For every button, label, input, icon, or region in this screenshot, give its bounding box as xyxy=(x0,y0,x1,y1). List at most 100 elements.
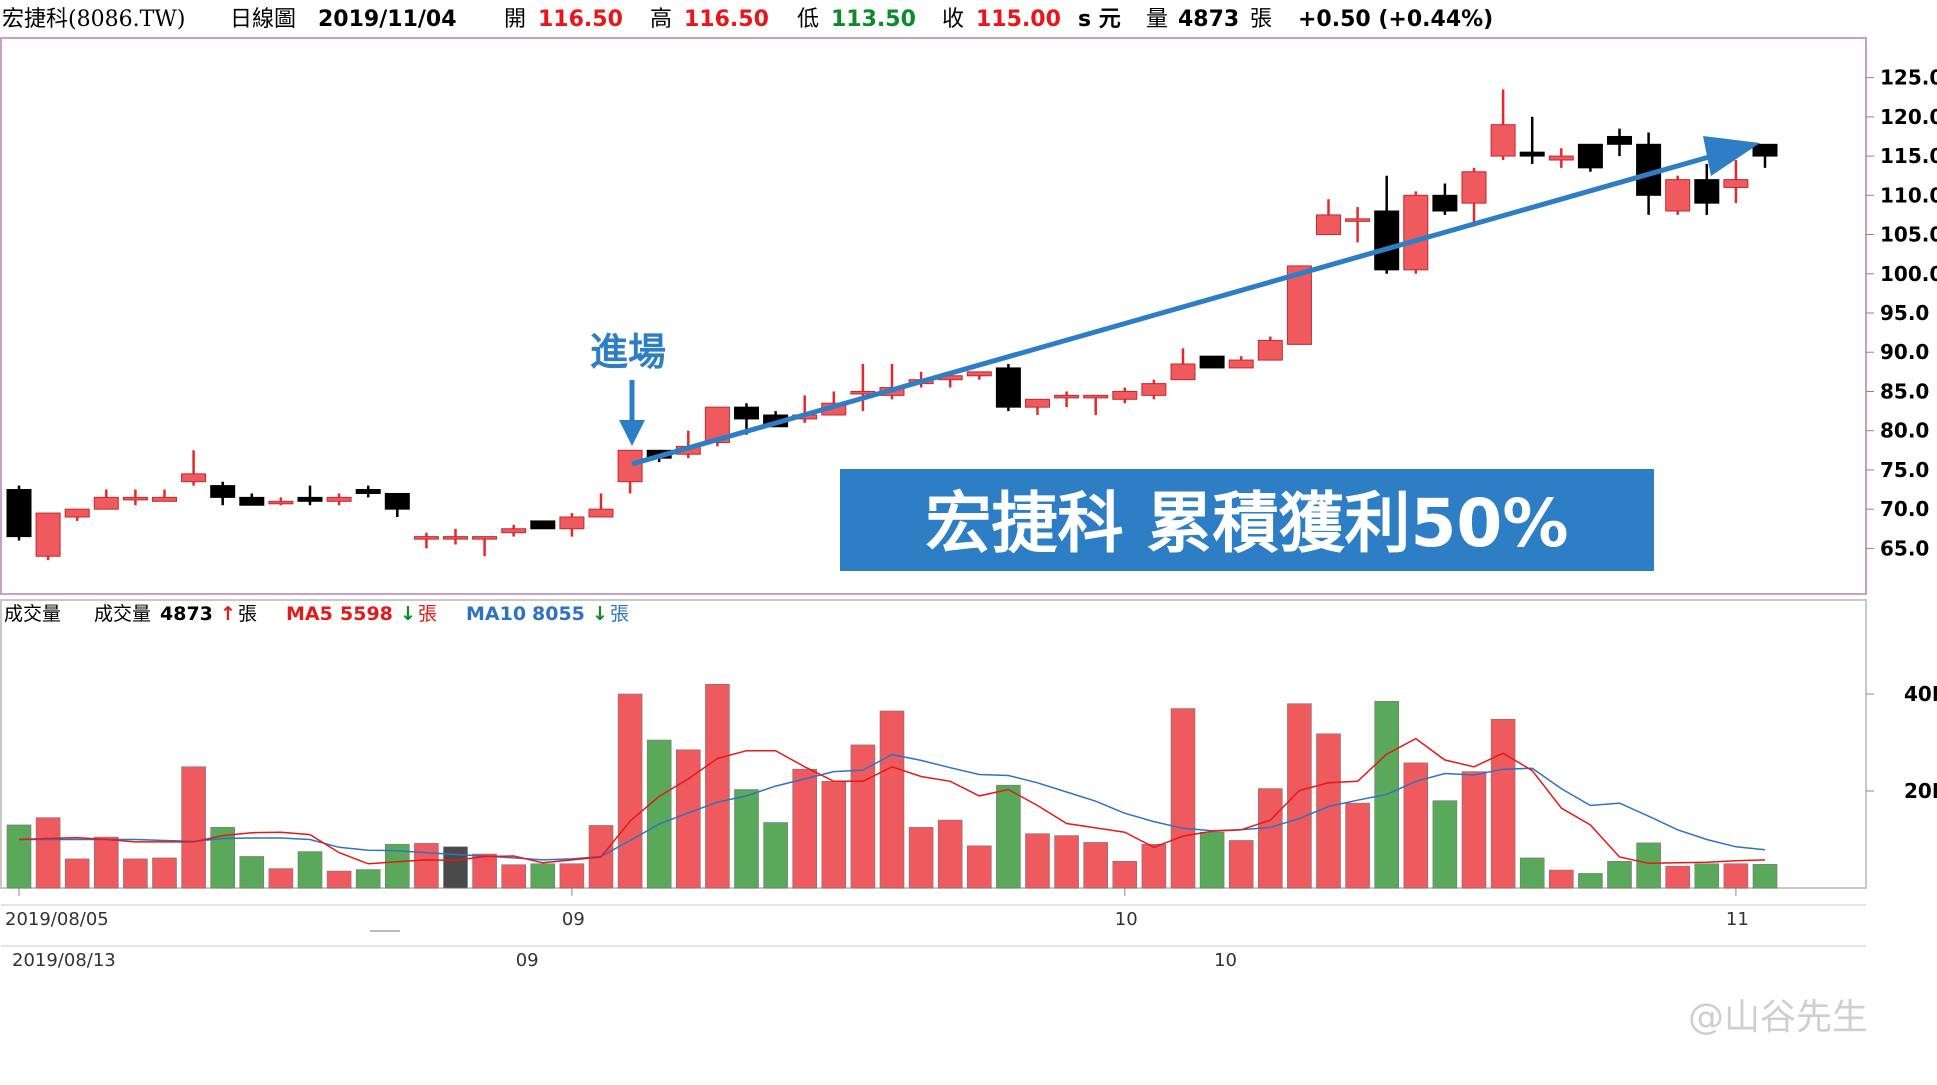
volume-bar xyxy=(617,693,643,889)
candle-body xyxy=(995,367,1021,408)
candle-body xyxy=(1548,155,1574,161)
candle xyxy=(181,450,207,486)
profit-banner-text: 宏捷科 累積獲利50% xyxy=(926,485,1569,562)
candle-body xyxy=(1723,179,1749,188)
volume-bar xyxy=(1461,771,1487,889)
volume-bar xyxy=(1752,864,1778,889)
candle-body xyxy=(1316,214,1341,236)
candlestick-series xyxy=(6,89,1778,561)
candle-body xyxy=(384,492,410,510)
candle-body xyxy=(1345,218,1371,222)
candle-body xyxy=(93,496,119,510)
volume-bar xyxy=(646,739,672,889)
volume-bar xyxy=(297,851,323,889)
volume-bar xyxy=(1199,831,1225,889)
volume-bar xyxy=(763,822,788,889)
date-axis: 2019/08/05 09 10 11 2019/08/13 09 10 xyxy=(5,888,1749,971)
candle xyxy=(413,532,439,549)
candle-body xyxy=(559,516,585,530)
candle-body xyxy=(1607,135,1632,145)
volume-bar xyxy=(1083,842,1108,889)
candle-body xyxy=(1199,355,1225,369)
volume-bar xyxy=(996,784,1021,889)
ma10-line xyxy=(19,753,1766,861)
volume-bar xyxy=(908,827,934,889)
volume-unit: 張 xyxy=(1250,7,1273,32)
candle-body xyxy=(501,528,527,534)
open-value: 116.50 xyxy=(538,7,623,32)
volume-legend-arrow: ↑ xyxy=(220,603,236,625)
candle xyxy=(501,524,527,537)
price-tick-label: 115.0 xyxy=(1880,144,1937,168)
volume-bar xyxy=(1607,861,1632,889)
volume-bar xyxy=(472,853,497,889)
ma5-legend-unit: 張 xyxy=(418,603,437,625)
candle-body xyxy=(1694,179,1720,204)
candle xyxy=(1286,265,1312,345)
candle xyxy=(617,449,643,494)
chart-type-label: 日線圖 xyxy=(230,7,297,32)
volume-bar xyxy=(326,870,352,889)
ma5-line xyxy=(18,737,1766,865)
close-label: 收 xyxy=(942,7,965,32)
volume-value: 4873 xyxy=(1178,7,1240,32)
candle xyxy=(1723,160,1749,204)
candle-body xyxy=(530,520,556,530)
candle-body xyxy=(1025,398,1050,408)
candle xyxy=(210,481,236,506)
quote-header: 宏捷科(8086.TW) 日線圖 2019/11/04 開 116.50 高 1… xyxy=(0,0,1937,40)
volume-bar xyxy=(1316,733,1341,889)
candle xyxy=(152,489,177,502)
candle-body xyxy=(35,512,61,557)
candle-body xyxy=(1257,339,1283,361)
volume-bar xyxy=(443,846,468,889)
ma10-legend-label: MA10 xyxy=(466,603,526,625)
volume-bar xyxy=(1141,844,1167,889)
candle-body xyxy=(1083,394,1109,399)
volume-bar xyxy=(414,843,439,889)
high-label: 高 xyxy=(650,7,673,32)
candle xyxy=(1054,391,1080,408)
candle-body xyxy=(734,406,759,420)
volume-bar xyxy=(675,749,701,889)
candle-body xyxy=(6,489,32,538)
volume-bar xyxy=(937,819,963,889)
candle-body xyxy=(64,508,90,518)
candle xyxy=(1025,398,1050,415)
candle xyxy=(268,497,294,506)
volume-bar xyxy=(1490,718,1516,889)
trend-arrow-head xyxy=(1703,136,1760,176)
entry-arrow-head xyxy=(619,420,645,446)
ma5-legend-arrow: ↓ xyxy=(400,603,416,625)
ma10-legend-arrow: ↓ xyxy=(592,603,608,625)
candle xyxy=(1548,148,1574,168)
date-tick-label: 11 xyxy=(1726,909,1749,930)
low-label: 低 xyxy=(797,7,820,32)
candle xyxy=(239,493,265,506)
volume-bar xyxy=(268,868,294,889)
price-tick-label: 80.0 xyxy=(1880,419,1929,443)
price-tick-label: 65.0 xyxy=(1880,536,1929,560)
candle-body xyxy=(588,508,614,518)
volume-bar xyxy=(1432,800,1458,889)
date-tick-label: 09 xyxy=(562,909,585,930)
price-tick-label: 75.0 xyxy=(1880,458,1929,482)
volume-bar xyxy=(239,856,265,889)
candle xyxy=(1403,191,1429,274)
profit-banner xyxy=(840,469,1654,571)
price-axis: 125.0 120.0 115.0 110.0 105.0 100.0 95.0 90.0 85… xyxy=(1866,66,1937,560)
ma10-legend-unit: 張 xyxy=(610,603,629,625)
candle-body xyxy=(472,536,498,540)
ma5-legend-value: 5598 xyxy=(340,603,393,625)
candle xyxy=(6,485,32,541)
stock-name: 宏捷科(8086.TW) xyxy=(2,7,186,32)
price-tick-label: 85.0 xyxy=(1880,379,1929,403)
volume-bar xyxy=(1287,703,1312,889)
candle-body xyxy=(268,500,294,505)
candle xyxy=(1316,199,1341,236)
price-unit: s 元 xyxy=(1078,7,1121,32)
candle xyxy=(1083,394,1109,415)
volume-bar xyxy=(879,710,905,889)
candle xyxy=(1345,207,1371,243)
volume-bar xyxy=(152,857,177,889)
